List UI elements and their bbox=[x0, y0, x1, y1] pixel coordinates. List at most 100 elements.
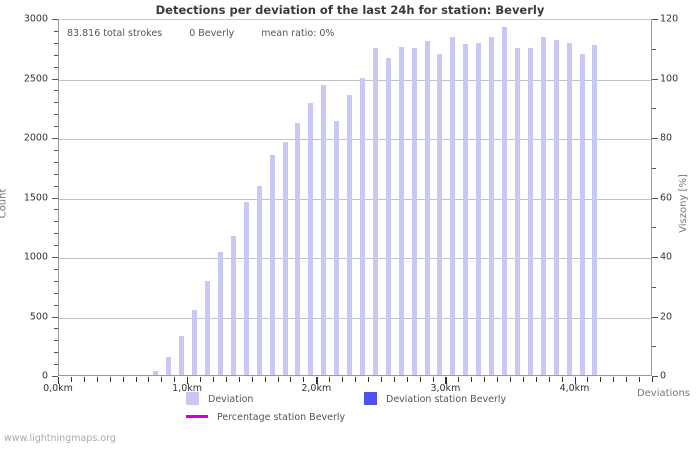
bar bbox=[566, 43, 572, 375]
y2-tick-label: 60 bbox=[660, 192, 673, 203]
x-tick-minor bbox=[225, 377, 227, 382]
y-tick-minor bbox=[54, 328, 58, 330]
bar bbox=[217, 251, 223, 375]
x-tick-minor bbox=[251, 377, 253, 382]
bar-series-deviation bbox=[59, 20, 651, 375]
bar bbox=[398, 47, 404, 375]
x-tick-minor bbox=[458, 377, 460, 382]
y-tick-label: 500 bbox=[29, 311, 48, 322]
bar bbox=[282, 141, 288, 375]
y-tick-minor bbox=[54, 304, 58, 306]
x-tick-minor bbox=[264, 377, 266, 382]
legend-item-deviation-station[interactable]: Deviation station Beverly bbox=[364, 392, 506, 406]
bar bbox=[360, 77, 365, 375]
bar bbox=[321, 84, 327, 375]
y-tick-label: 1500 bbox=[23, 192, 48, 203]
legend-label-deviation-station: Deviation station Beverly bbox=[386, 394, 507, 405]
bar bbox=[514, 47, 520, 375]
bar bbox=[579, 53, 585, 375]
bar bbox=[347, 94, 352, 375]
x-tick-minor bbox=[626, 377, 628, 382]
x-tick-major bbox=[445, 377, 447, 384]
bar bbox=[489, 37, 495, 375]
bar bbox=[269, 154, 275, 375]
x-tick-minor bbox=[135, 377, 137, 382]
legend-label-deviation: Deviation bbox=[208, 394, 254, 405]
x-tick-label: 3,0km bbox=[430, 383, 461, 394]
x-tick-minor bbox=[367, 377, 369, 382]
y2-tick-major bbox=[652, 376, 658, 377]
x-tick-minor bbox=[497, 377, 498, 382]
bar bbox=[334, 120, 340, 375]
y2-tick-label: 100 bbox=[660, 73, 679, 84]
bar bbox=[179, 335, 185, 375]
bar bbox=[192, 310, 198, 375]
y2-tick-label: 40 bbox=[660, 251, 673, 263]
y-tick-label: 2000 bbox=[23, 132, 48, 144]
legend-item-deviation[interactable]: Deviation bbox=[186, 392, 253, 406]
y-tick-label: 2500 bbox=[23, 73, 48, 84]
bar bbox=[411, 48, 417, 375]
x-tick-minor bbox=[561, 377, 563, 382]
x-tick-minor bbox=[303, 377, 305, 382]
y-tick-major bbox=[52, 138, 58, 139]
annotation-station-count: 0 Beverly bbox=[189, 28, 235, 39]
bar bbox=[437, 53, 443, 375]
y-tick-major bbox=[52, 316, 58, 318]
x-tick-minor bbox=[70, 377, 72, 382]
y2-tick-minor bbox=[652, 227, 656, 229]
plot-area: 83.816 total strokes 0 Beverly mean rati… bbox=[58, 19, 652, 376]
y-tick-label: 0 bbox=[41, 370, 48, 382]
bar bbox=[230, 236, 236, 375]
bar bbox=[153, 371, 159, 375]
bar bbox=[243, 202, 249, 375]
y-tick-minor bbox=[54, 42, 58, 44]
legend-item-percentage-station[interactable]: Percentage station Beverly bbox=[186, 412, 345, 424]
y2-tick-minor bbox=[652, 346, 656, 348]
bar bbox=[166, 357, 172, 375]
x-tick-minor bbox=[122, 377, 124, 382]
x-tick-minor bbox=[522, 377, 524, 382]
y-tick-minor bbox=[54, 280, 58, 282]
x-tick-minor bbox=[419, 377, 421, 382]
y-tick-minor bbox=[54, 161, 58, 163]
y-tick-minor bbox=[54, 221, 58, 223]
x-tick-minor bbox=[148, 377, 150, 382]
y2-tick-minor bbox=[652, 108, 656, 110]
bar bbox=[256, 186, 262, 375]
x-tick-minor bbox=[639, 377, 641, 382]
x-tick-minor bbox=[600, 377, 602, 382]
y2-tick-minor bbox=[652, 48, 656, 50]
gridline bbox=[59, 317, 651, 319]
x-tick-minor bbox=[238, 377, 240, 382]
x-tick-minor bbox=[471, 377, 473, 382]
bar bbox=[372, 48, 378, 375]
y-tick-minor bbox=[54, 126, 58, 128]
x-tick-minor bbox=[174, 377, 176, 382]
y-tick-major bbox=[52, 19, 58, 20]
y-axis-left-label: Count bbox=[0, 188, 9, 219]
x-tick-minor bbox=[329, 377, 331, 382]
legend-label-percentage-station: Percentage station Beverly bbox=[217, 412, 346, 423]
x-tick-minor bbox=[161, 377, 163, 382]
x-tick-minor bbox=[548, 377, 550, 382]
x-tick-minor bbox=[652, 377, 653, 382]
y-tick-major bbox=[52, 78, 58, 80]
x-tick-minor bbox=[277, 377, 279, 382]
x-tick-label: 2,0km bbox=[301, 383, 332, 394]
x-tick-minor bbox=[342, 377, 344, 382]
x-tick-major bbox=[58, 377, 60, 384]
bar bbox=[463, 43, 469, 375]
x-tick-minor bbox=[406, 377, 408, 382]
annotation-total-strokes: 83.816 total strokes bbox=[67, 28, 163, 39]
x-tick-minor bbox=[355, 377, 356, 382]
bar bbox=[205, 281, 210, 375]
x-tick-major bbox=[187, 377, 189, 384]
y-tick-minor bbox=[54, 364, 58, 366]
x-tick-minor bbox=[380, 377, 382, 382]
bar bbox=[295, 122, 301, 375]
legend-swatch-deviation-station bbox=[364, 392, 377, 405]
x-tick-minor bbox=[510, 377, 511, 382]
y-axis-right-label: Viszony [%] bbox=[677, 174, 689, 233]
